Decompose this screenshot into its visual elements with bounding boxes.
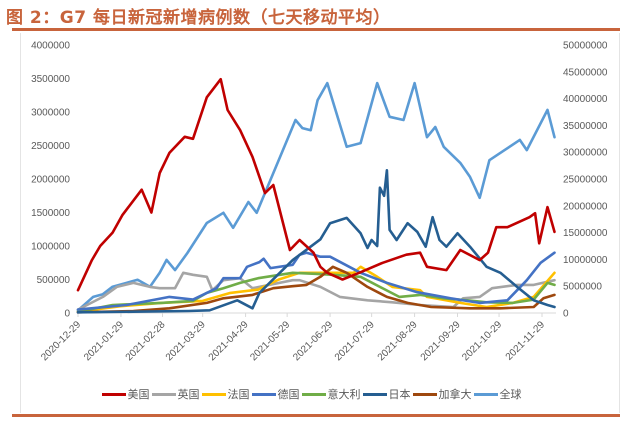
legend-item: 意大利	[301, 386, 361, 402]
x-tick-label: 2021-10-29	[460, 319, 504, 363]
x-tick-label: 2021-08-29	[376, 319, 420, 363]
chart-legend: 美国 英国 法国 德国 意大利 日本 加拿大 全球	[0, 386, 625, 402]
series-line-7	[76, 169, 556, 314]
x-tick-label: 2021-11-29	[504, 319, 548, 363]
y-right-tick-label: 20000000	[563, 201, 608, 212]
legend-label: 英国	[177, 388, 200, 401]
legend-item: 加拿大	[412, 386, 472, 402]
legend-label: 法国	[227, 388, 250, 401]
y-left-tick-label: 4000000	[31, 41, 70, 52]
legend-item: 法国	[201, 386, 250, 402]
legend-label: 日本	[388, 388, 411, 401]
x-tick-label: 2021-01-29	[82, 319, 126, 363]
legend-swatch	[251, 392, 276, 396]
legend-swatch	[201, 392, 226, 396]
y-left-tick-label: 2500000	[31, 141, 70, 152]
legend-swatch	[101, 392, 126, 396]
x-tick-label: 2021-07-29	[333, 319, 377, 363]
x-tick-label: 2021-06-29	[291, 319, 335, 363]
y-right-tick-label: 25000000	[563, 175, 608, 186]
y-left-tick-label: 2000000	[31, 175, 70, 186]
y-right-tick-label: 5000000	[563, 282, 602, 293]
y-left-tick-label: 1000000	[31, 242, 70, 253]
legend-item: 日本	[362, 386, 411, 402]
x-tick-label: 2021-03-29	[164, 319, 208, 363]
y-left-tick-label: 500000	[37, 275, 71, 286]
y-right-tick-label: 0	[563, 309, 569, 320]
title-divider	[12, 28, 620, 31]
chart-frame	[20, 33, 620, 413]
x-tick-label: 2021-02-28	[124, 319, 168, 363]
x-tick-label: 2021-09-29	[419, 319, 463, 363]
legend-item: 德国	[251, 386, 300, 402]
y-left-tick-label: 3500000	[31, 74, 70, 85]
series-line-5	[76, 265, 556, 314]
y-right-tick-label: 35000000	[563, 121, 608, 132]
x-tick-label: 2021-04-29	[207, 319, 251, 363]
series-line-6	[76, 251, 556, 311]
legend-label: 全球	[499, 388, 522, 401]
legend-item: 美国	[101, 386, 150, 402]
y-right-tick-label: 40000000	[563, 94, 608, 105]
x-tick-label: 2020-12-29	[39, 319, 83, 363]
y-right-tick-label: 50000000	[563, 41, 608, 52]
y-right-tick-label: 30000000	[563, 148, 608, 159]
legend-item: 全球	[473, 386, 522, 402]
legend-item: 英国	[151, 386, 200, 402]
x-tick-label: 2021-05-29	[248, 319, 292, 363]
legend-label: 德国	[277, 388, 300, 401]
legend-swatch	[362, 392, 387, 396]
series-line-1	[76, 81, 556, 312]
legend-swatch	[151, 392, 176, 396]
y-right-tick-label: 45000000	[563, 67, 608, 78]
chart-title: 图 2：G7 每日新冠新增病例数（七天移动平均）	[6, 8, 391, 28]
y-left-tick-label: 0	[64, 309, 70, 320]
y-left-tick-label: 3000000	[31, 108, 70, 119]
legend-swatch	[473, 392, 498, 396]
legend-label: 意大利	[327, 388, 361, 401]
y-right-tick-label: 10000000	[563, 255, 608, 266]
y-left-tick-label: 1500000	[31, 208, 70, 219]
legend-swatch	[301, 392, 326, 396]
bottom-divider	[12, 414, 620, 417]
series-line-2	[76, 271, 556, 311]
legend-swatch	[412, 392, 437, 396]
legend-label: 美国	[127, 388, 150, 401]
legend-label: 加拿大	[438, 388, 472, 401]
y-right-tick-label: 15000000	[563, 228, 608, 239]
series-line-8	[76, 77, 556, 292]
